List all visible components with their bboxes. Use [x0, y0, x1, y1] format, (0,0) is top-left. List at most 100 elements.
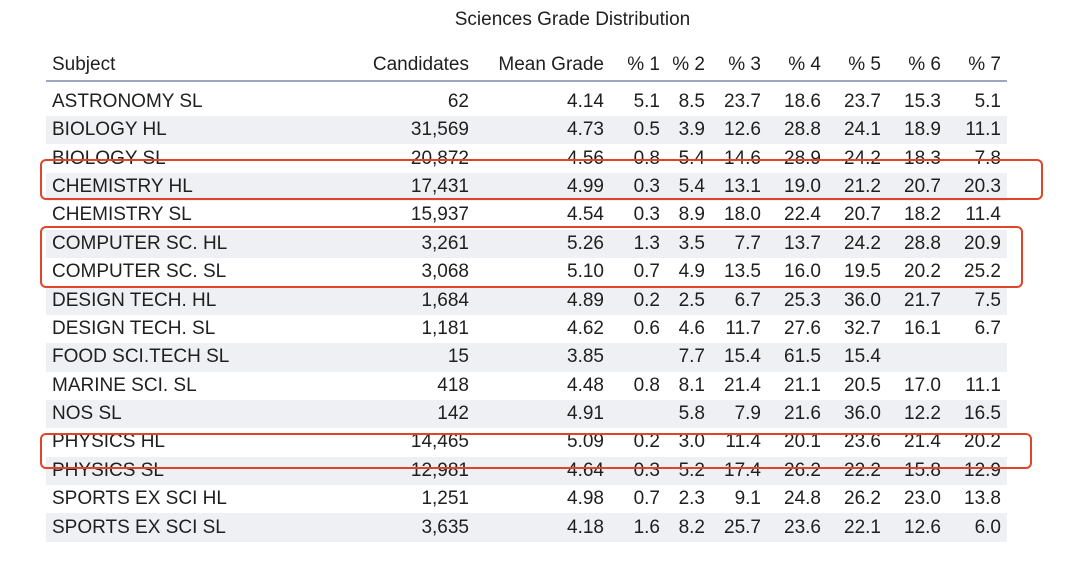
value-cell: 4.54 — [567, 204, 604, 226]
table-row: COMPUTER SC. HL 3,261 5.26 1.3 3.5 7.7 13.7 24.… — [46, 229, 1007, 258]
subject-cell: SPORTS EX SCI SL — [46, 513, 304, 542]
col-header-pct-3: % 3 — [711, 36, 767, 82]
value-cell: 20.5 — [844, 374, 881, 396]
value-cell: 4.73 — [475, 116, 610, 145]
value-cell: 20.3 — [947, 172, 1007, 202]
value-cell: 20.2 — [964, 431, 1001, 453]
subject-cell: BIOLOGY SL — [52, 147, 166, 169]
table-row: ASTRONOMY SL 62 4.14 5.1 8.5 23.7 18.6 23.7 15.3… — [46, 81, 1007, 116]
value-cell: 11.4 — [965, 204, 1001, 226]
value-cell: 5.4 — [678, 147, 705, 169]
value-cell: 418 — [437, 374, 469, 396]
value-cell: 15,937 — [410, 204, 469, 226]
value-cell: 1.6 — [610, 513, 666, 542]
table-row: FOOD SCI.TECH SL 15 3.85 7.7 15.4 61.5 15.4 — [46, 343, 1007, 372]
value-cell: 3.0 — [678, 431, 705, 453]
value-cell: 4.18 — [475, 513, 610, 542]
value-cell: 14,465 — [410, 431, 469, 453]
value-cell: 8.1 — [678, 374, 705, 396]
value-cell: 25.7 — [711, 513, 767, 542]
value-cell: 13.7 — [767, 229, 827, 258]
subject-cell: ASTRONOMY SL — [52, 91, 203, 112]
value-cell: 18.6 — [784, 91, 821, 112]
value-cell: 20.9 — [947, 229, 1007, 258]
value-cell: 5.26 — [475, 229, 610, 258]
value-cell: 5.4 — [666, 172, 711, 202]
value-cell: 20.7 — [887, 172, 947, 202]
highlight-box-physics-hl — [40, 433, 1032, 469]
subject-cell: CHEMISTRY HL — [46, 172, 304, 202]
value-cell: 24.8 — [784, 488, 821, 510]
value-cell: 6.7 — [974, 317, 1001, 339]
col-header-pct-5: % 5 — [827, 36, 887, 82]
value-cell: 4.56 — [567, 147, 604, 169]
header-row: Subject Candidates Mean Grade % 1 % 2 % … — [46, 36, 1007, 82]
value-cell: 8.9 — [678, 204, 705, 226]
value-cell: 8.2 — [666, 513, 711, 542]
table-row: PHYSICS HL 14,465 5.09 0.2 3.0 11.4 20.1 23.6 21… — [46, 428, 1007, 456]
value-cell: 13.8 — [964, 488, 1001, 510]
col-header-pct-6: % 6 — [887, 36, 947, 82]
subject-cell: COMPUTER SC. SL — [52, 261, 227, 283]
subject-cell: CHEMISTRY SL — [52, 204, 192, 226]
value-cell: 20.1 — [784, 431, 821, 453]
subject-cell: DESIGN TECH. HL — [46, 286, 304, 315]
value-cell: 7.8 — [974, 147, 1001, 169]
value-cell: 21.4 — [904, 431, 941, 453]
value-cell: 5.10 — [567, 261, 604, 283]
value-cell: 4.14 — [567, 91, 604, 112]
value-cell: 4.99 — [475, 172, 610, 202]
value-cell: 15.3 — [904, 91, 941, 112]
subject-cell: BIOLOGY HL — [46, 116, 304, 145]
value-cell: 3.5 — [666, 229, 711, 258]
value-cell: 26.2 — [844, 488, 881, 510]
highlight-box-chemistry-hl — [40, 159, 1043, 200]
subject-cell: PHYSICS SL — [46, 456, 304, 486]
highlight-box-computer-sc — [40, 226, 1023, 288]
value-cell: 5.09 — [567, 431, 604, 453]
value-cell: 17,431 — [304, 172, 475, 202]
table-row: SPORTS EX SCI HL 1,251 4.98 0.7 2.3 9.1 24.8 26… — [46, 485, 1007, 513]
table-title: Sciences Grade Distribution — [454, 9, 691, 30]
table-row: DESIGN TECH. SL 1,181 4.62 0.6 4.6 11.7 27.6 32… — [46, 315, 1007, 343]
table-row: DESIGN TECH. HL 1,684 4.89 0.2 2.5 6.7 25.3 36.… — [46, 286, 1007, 315]
value-cell: 23.7 — [724, 91, 761, 112]
value-cell: 18.0 — [724, 204, 761, 226]
value-cell: 18.9 — [887, 116, 947, 145]
value-cell: 17.0 — [904, 374, 941, 396]
table-row: MARINE SCI. SL 418 4.48 0.8 8.1 21.4 21.1 20.5 1… — [46, 372, 1007, 400]
value-cell: 18.2 — [904, 204, 941, 226]
value-cell: 5.8 — [666, 399, 711, 429]
value-cell: 0.8 — [633, 147, 660, 169]
value-cell: 11.4 — [725, 431, 761, 453]
value-cell: 21.2 — [827, 172, 887, 202]
value-cell — [947, 343, 1007, 372]
col-header-pct-4: % 4 — [767, 36, 827, 82]
value-cell: 27.6 — [784, 317, 821, 339]
value-cell: 28.9 — [784, 147, 821, 169]
value-cell: 5.2 — [666, 456, 711, 486]
value-cell: 36.0 — [827, 399, 887, 429]
value-cell: 4.48 — [567, 374, 604, 396]
value-cell: 0.7 — [633, 488, 660, 510]
value-cell: 20.2 — [904, 261, 941, 283]
value-cell: 7.7 — [711, 229, 767, 258]
value-cell: 4.91 — [475, 399, 610, 429]
value-cell: 24.2 — [827, 229, 887, 258]
value-cell: 5.1 — [974, 91, 1001, 112]
table-row: SPORTS EX SCI SL 3,635 4.18 1.6 8.2 25.7 23.6 2… — [46, 513, 1007, 542]
value-cell: 26.2 — [767, 456, 827, 486]
value-cell: 12.9 — [947, 456, 1007, 486]
value-cell: 25.3 — [767, 286, 827, 315]
value-cell: 0.2 — [633, 431, 660, 453]
value-cell: 20,872 — [410, 147, 469, 169]
value-cell: 14.6 — [724, 147, 761, 169]
value-cell: 32.7 — [844, 317, 881, 339]
value-cell: 3,068 — [421, 261, 469, 283]
value-cell: 0.8 — [633, 374, 660, 396]
value-cell: 0.2 — [610, 286, 666, 315]
value-cell: 23.7 — [844, 91, 881, 112]
value-cell: 3.9 — [666, 116, 711, 145]
subject-cell: MARINE SCI. SL — [52, 374, 197, 396]
value-cell: 62 — [447, 91, 469, 112]
